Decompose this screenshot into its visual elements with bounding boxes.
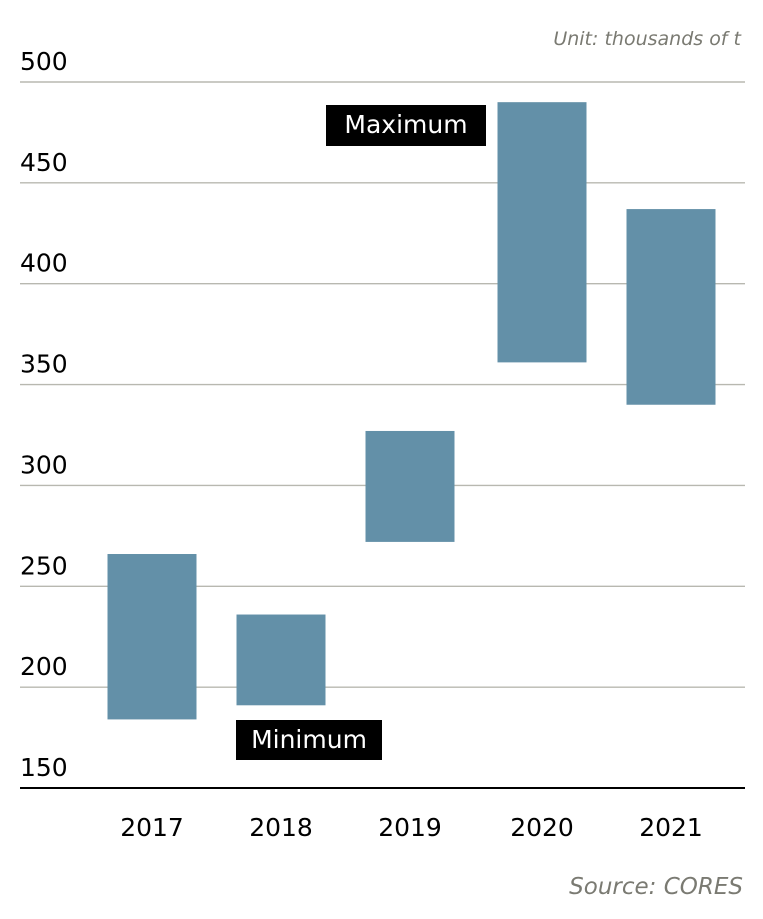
bar-2018 (236, 614, 326, 706)
y-tick-label-400: 400 (20, 249, 68, 278)
y-tick-label-150: 150 (20, 753, 68, 782)
x-tick-label-2021: 2021 (639, 813, 703, 842)
bar-2021 (626, 209, 716, 405)
x-tick-label-2018: 2018 (249, 813, 313, 842)
y-tick-label-450: 450 (20, 148, 68, 177)
unit-label: Unit: thousands of t (553, 28, 741, 50)
x-tick-label-2017: 2017 (120, 813, 184, 842)
source-note: Source: CORES (569, 874, 743, 900)
x-tick-label-2020: 2020 (510, 813, 574, 842)
y-tick-label-350: 350 (20, 350, 68, 379)
y-tick-label-200: 200 (20, 652, 68, 681)
bar-2019 (365, 430, 455, 542)
bar-2017 (107, 554, 197, 720)
x-tick-label-2019: 2019 (378, 813, 442, 842)
bar-2020 (497, 102, 587, 363)
y-tick-label-300: 300 (20, 450, 68, 479)
minimum-annotation: Minimum (236, 720, 382, 760)
y-tick-label-250: 250 (20, 551, 68, 580)
maximum-annotation: Maximum (326, 105, 486, 146)
y-tick-label-500: 500 (20, 47, 68, 76)
